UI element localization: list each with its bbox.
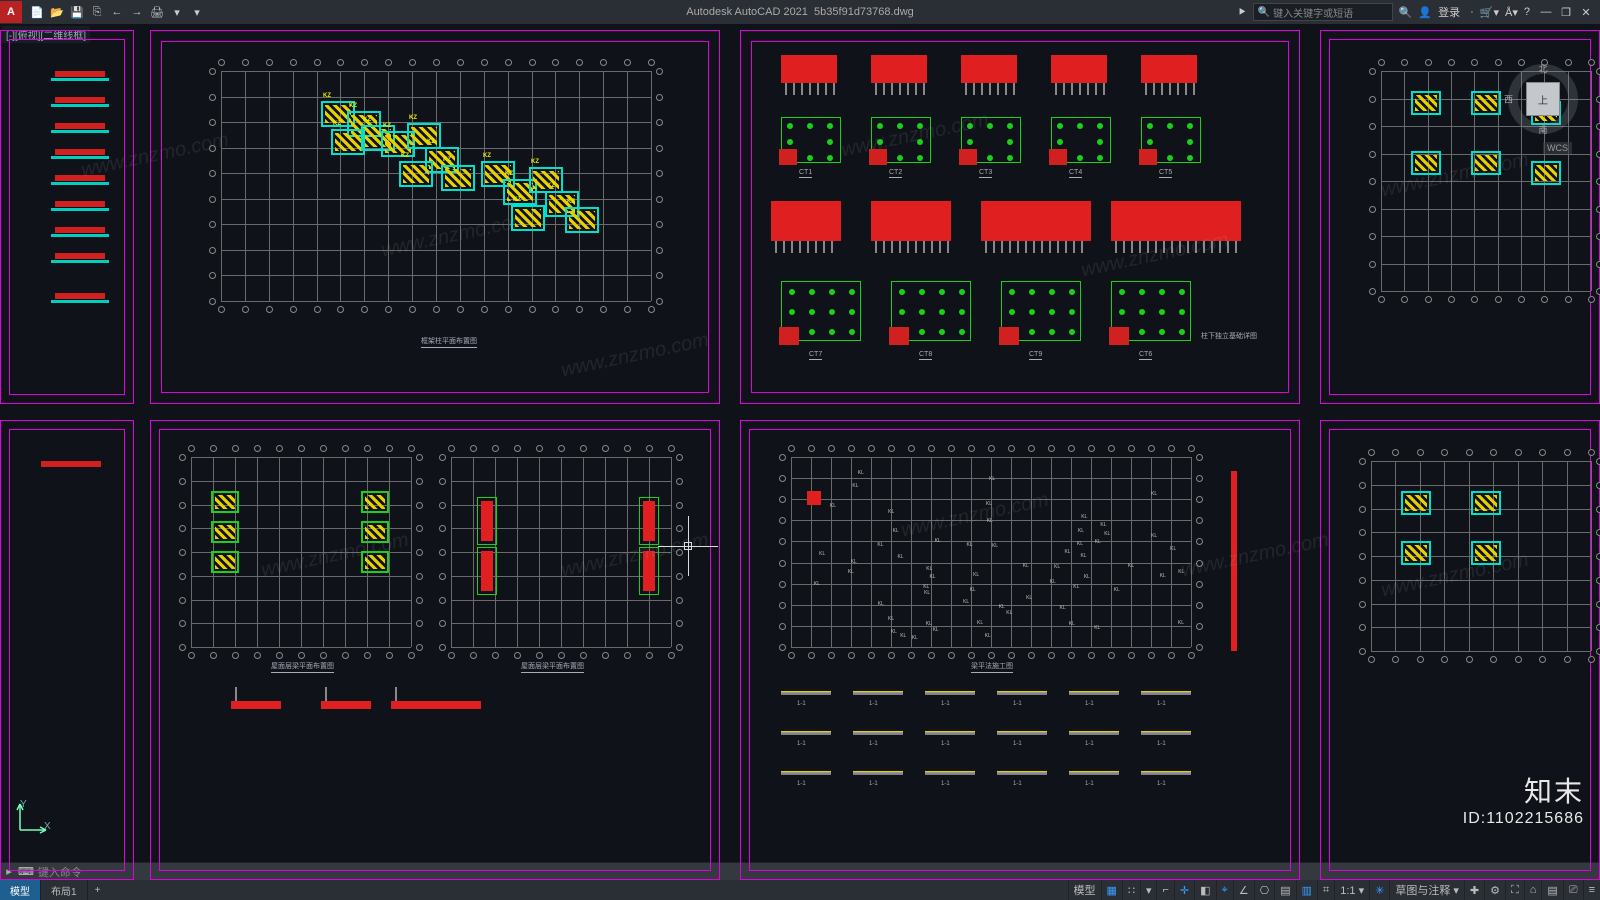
menu-button[interactable]: ▤ xyxy=(1541,880,1562,900)
title-bar: A 📄📂💾⎘←→🖨▾▾ Autodesk AutoCAD 2021 5b35f9… xyxy=(0,0,1600,24)
tools-button[interactable]: ⌂ xyxy=(1524,880,1542,900)
close-button[interactable]: ✕ xyxy=(1576,2,1596,22)
workspace-menu[interactable]: 草图与注释 ▾ xyxy=(1389,880,1464,900)
osnap-toggle[interactable]: ⌖ xyxy=(1216,880,1233,900)
ortho-toggle[interactable]: ⌐ xyxy=(1156,880,1173,900)
app-logo[interactable]: A xyxy=(0,1,22,23)
sheet-frame: 框架柱平面布置图KZKZKZKZKZKZKZKZKZKZKZKZKZKZKZ xyxy=(150,30,720,404)
sheet-frame: 屋面层梁平面布置图屋面层梁平面布置图 xyxy=(150,420,720,880)
hw-button[interactable]: ⎚ xyxy=(1563,880,1583,900)
wcs-label[interactable]: WCS xyxy=(1543,142,1572,154)
lwt-toggle[interactable]: ▤ xyxy=(1274,880,1295,900)
search-placeholder: 键入关键字或短语 xyxy=(1273,5,1353,20)
menu1[interactable]: ▾ xyxy=(1140,880,1157,900)
search-box[interactable]: 🔍 键入关键字或短语 xyxy=(1253,3,1393,21)
model-button[interactable]: 模型 xyxy=(1068,880,1101,900)
gear-button[interactable]: ⚙ xyxy=(1484,880,1505,900)
qat-button-8[interactable]: ▾ xyxy=(188,3,206,21)
fullscreen-button[interactable]: ⛶ xyxy=(1505,880,1524,900)
otrack-toggle[interactable]: ∠ xyxy=(1233,880,1254,900)
qat-button-5[interactable]: → xyxy=(128,3,146,21)
grid-toggle[interactable]: ▦ xyxy=(1101,880,1122,900)
ext-button[interactable]: ≡ xyxy=(1583,880,1600,900)
sheet-frame: 梁平法施工图KLKLKLKLKLKLKLKLKLKLKLKLKLKLKLKLKL… xyxy=(740,420,1300,880)
title-text: Autodesk AutoCAD 2021 5b35f91d73768.dwg xyxy=(686,6,914,18)
plus-button[interactable]: ✚ xyxy=(1464,880,1484,900)
qat-button-7[interactable]: ▾ xyxy=(168,3,186,21)
qat-button-6[interactable]: 🖨 xyxy=(148,3,166,21)
qat-button-1[interactable]: 📂 xyxy=(48,3,66,21)
layout-tab[interactable]: 模型 xyxy=(0,880,41,900)
snap-toggle[interactable]: ∷ xyxy=(1122,880,1140,900)
polar-toggle[interactable]: ✛ xyxy=(1174,880,1194,900)
drawing-canvas[interactable]: [-][俯视][二维线框] 框架柱平面布置图KZKZKZKZKZKZKZKZKZ… xyxy=(0,24,1600,862)
maximize-button[interactable]: ❐ xyxy=(1556,2,1576,22)
layout-tab[interactable]: 布局1 xyxy=(41,880,88,900)
view-cube[interactable]: 北 南 西 上 xyxy=(1508,64,1578,134)
qat-button-3[interactable]: ⎘ xyxy=(88,3,106,21)
user-icon[interactable]: 👤 xyxy=(1418,6,1432,19)
sheet-frame: CT1CT2CT3CT4CT5CT7CT8CT9CT6柱下独立基础详图 xyxy=(740,30,1300,404)
scale-menu[interactable]: 1:1 ▾ xyxy=(1334,880,1369,900)
apps-icon[interactable]: Å▾ xyxy=(1505,6,1518,19)
sheet-frame xyxy=(0,30,134,404)
qat-button-0[interactable]: 📄 xyxy=(28,3,46,21)
login-label[interactable]: 登录 xyxy=(1438,4,1460,20)
search-go-icon[interactable]: 🔍 xyxy=(1399,6,1413,19)
sel-toggle[interactable]: ⌗ xyxy=(1317,880,1334,900)
status-bar: 模型布局1 + 模型▦∷▾⌐✛◧⌖∠⎔▤▥⌗1:1 ▾✳草图与注释 ▾✚⚙⛶⌂▤… xyxy=(0,880,1600,900)
cart-icon[interactable]: 🛒▾ xyxy=(1480,6,1499,19)
help-icon[interactable]: ? xyxy=(1524,6,1530,18)
anno-toggle[interactable]: ✳ xyxy=(1369,880,1389,900)
trans-toggle[interactable]: ▥ xyxy=(1296,880,1317,900)
add-layout-button[interactable]: + xyxy=(88,885,108,896)
view-cube-top[interactable]: 上 xyxy=(1526,82,1560,116)
qat-button-4[interactable]: ← xyxy=(108,3,126,21)
minimize-button[interactable]: — xyxy=(1536,2,1556,22)
dyn-toggle[interactable]: ⎔ xyxy=(1254,880,1275,900)
quick-access-toolbar: 📄📂💾⎘←→🖨▾▾ xyxy=(28,3,206,21)
sheet-frame xyxy=(1320,420,1600,880)
qat-button-2[interactable]: 💾 xyxy=(68,3,86,21)
share-icon[interactable]: ⯈ xyxy=(1237,5,1247,20)
iso-toggle[interactable]: ◧ xyxy=(1194,880,1215,900)
search-icon: 🔍 xyxy=(1258,7,1270,18)
